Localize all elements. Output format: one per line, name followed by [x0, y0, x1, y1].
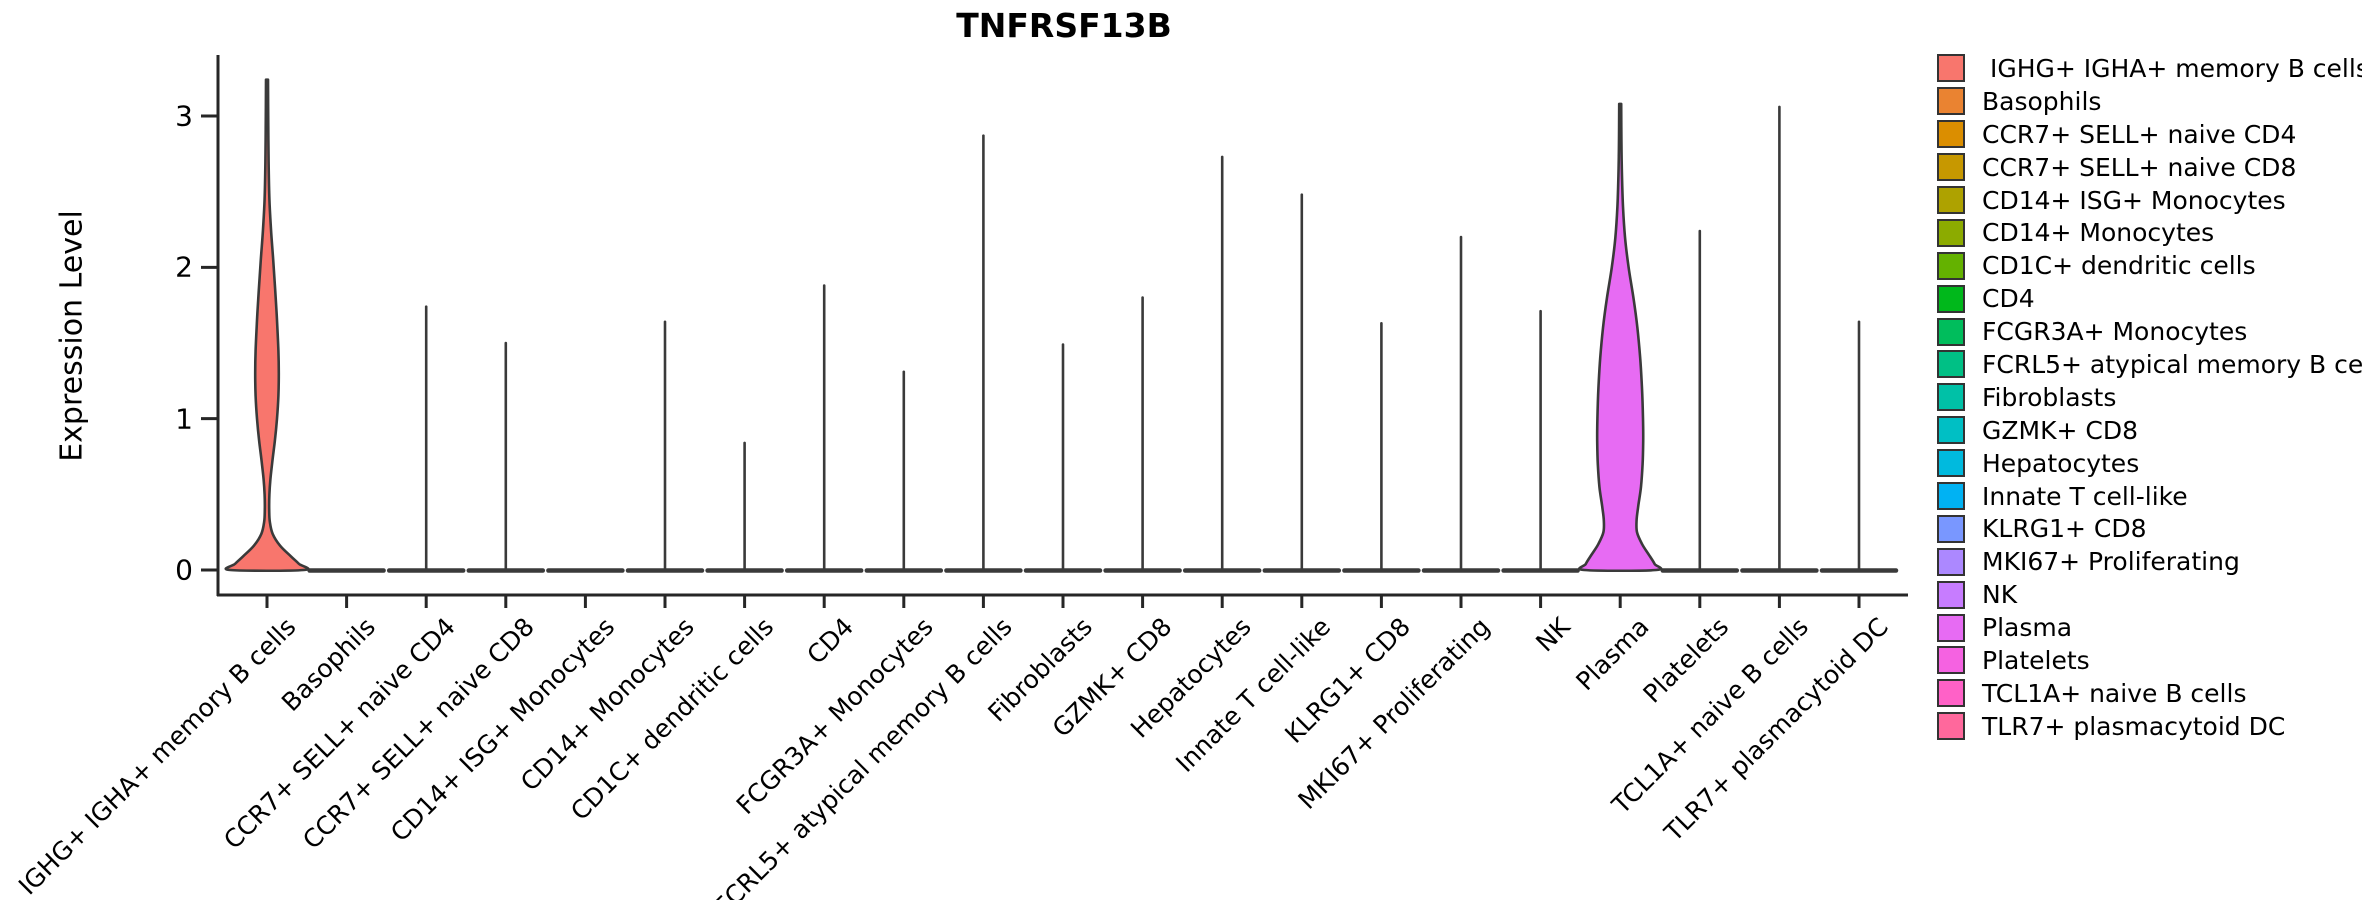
legend-item: NK: [1937, 578, 2362, 611]
y-tick-label: 0: [175, 553, 193, 587]
legend-label: CD1C+ dendritic cells: [1982, 251, 2256, 281]
legend-swatch: [1937, 416, 1965, 445]
legend-item: GZMK+ CD8: [1937, 414, 2362, 447]
legend-swatch: [1937, 284, 1965, 313]
legend-label: KLRG1+ CD8: [1982, 514, 2147, 544]
legend-swatch: [1937, 350, 1965, 379]
legend-swatch: [1937, 646, 1965, 675]
legend-item: CCR7+ SELL+ naive CD4: [1937, 118, 2362, 151]
legend-swatch: [1937, 120, 1965, 149]
y-tick-label: 2: [175, 250, 193, 284]
legend-swatch: [1937, 613, 1965, 642]
legend-label: Plasma: [1982, 613, 2073, 643]
legend-label: Platelets: [1982, 645, 2090, 675]
legend-swatch: [1937, 251, 1965, 280]
legend-label: FCGR3A+ Monocytes: [1982, 317, 2248, 347]
legend-swatch: [1937, 580, 1965, 609]
legend-swatch: [1937, 679, 1965, 708]
legend-item: Plasma: [1937, 611, 2362, 644]
legend-swatch: [1937, 514, 1965, 543]
legend-swatch: [1937, 547, 1965, 576]
legend-label: CCR7+ SELL+ naive CD4: [1982, 119, 2297, 149]
legend-swatch: [1937, 383, 1965, 412]
legend-swatch: [1937, 317, 1965, 346]
legend-item: KLRG1+ CD8: [1937, 512, 2362, 545]
legend-item: Fibroblasts: [1937, 381, 2362, 414]
legend-item: FCGR3A+ Monocytes: [1937, 315, 2362, 348]
legend-label: GZMK+ CD8: [1982, 415, 2138, 445]
legend-label: Basophils: [1982, 86, 2102, 116]
legend-item: IGHG+ IGHA+ memory B cells: [1937, 52, 2362, 85]
legend-label: CD14+ ISG+ Monocytes: [1982, 185, 2286, 215]
violin-17: [1577, 102, 1663, 573]
legend-swatch: [1937, 218, 1965, 247]
y-tick-label: 1: [175, 402, 193, 436]
legend-label: FCRL5+ atypical memory B cells: [1982, 349, 2362, 379]
legend-item: MKI67+ Proliferating: [1937, 545, 2362, 578]
legend-label: NK: [1982, 580, 2018, 610]
legend-label: Fibroblasts: [1982, 382, 2117, 412]
legend-item: Innate T cell-like: [1937, 480, 2362, 513]
legend-item: Basophils: [1937, 85, 2362, 118]
legend-item: Hepatocytes: [1937, 447, 2362, 480]
legend-item: CD14+ Monocytes: [1937, 216, 2362, 249]
legend-label: CCR7+ SELL+ naive CD8: [1982, 152, 2297, 182]
plot-title: TNFRSF13B: [956, 6, 1172, 45]
legend-item: CCR7+ SELL+ naive CD8: [1937, 151, 2362, 184]
violin-0: [224, 78, 310, 573]
legend-item: TLR7+ plasmacytoid DC: [1937, 710, 2362, 743]
legend-label: MKI67+ Proliferating: [1982, 547, 2240, 577]
legend-item: FCRL5+ atypical memory B cells: [1937, 348, 2362, 381]
legend-label: IGHG+ IGHA+ memory B cells: [1982, 53, 2362, 83]
y-tick-label: 3: [175, 99, 193, 133]
legend-label: CD4: [1982, 284, 2035, 314]
legend: IGHG+ IGHA+ memory B cells Basophils CCR7+…: [1937, 52, 2362, 743]
legend-label: TCL1A+ naive B cells: [1982, 678, 2247, 708]
legend-swatch: [1937, 153, 1965, 182]
legend-item: Platelets: [1937, 644, 2362, 677]
legend-item: CD1C+ dendritic cells: [1937, 249, 2362, 282]
legend-swatch: [1937, 186, 1965, 214]
legend-swatch: [1937, 712, 1965, 741]
legend-swatch: [1937, 54, 1965, 83]
legend-label: CD14+ Monocytes: [1982, 218, 2215, 248]
legend-label: Hepatocytes: [1982, 448, 2140, 478]
legend-swatch: [1937, 482, 1965, 511]
legend-item: CD4: [1937, 282, 2362, 315]
legend-label: TLR7+ plasmacytoid DC: [1982, 711, 2286, 741]
legend-swatch: [1937, 449, 1965, 478]
legend-swatch: [1937, 87, 1965, 116]
legend-label: Innate T cell-like: [1982, 481, 2188, 511]
legend-item: TCL1A+ naive B cells: [1937, 677, 2362, 710]
legend-item: CD14+ ISG+ Monocytes: [1937, 184, 2362, 217]
